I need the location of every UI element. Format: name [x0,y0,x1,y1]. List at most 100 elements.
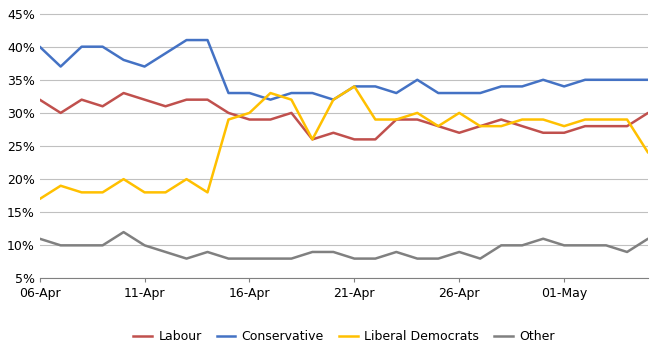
Legend: Labour, Conservative, Liberal Democrats, Other: Labour, Conservative, Liberal Democrats,… [128,326,559,348]
Conservative [204,38,212,42]
Labour [78,97,86,102]
Other [413,256,421,261]
Liberal Democrats [225,117,233,122]
Other [518,243,526,247]
Labour [99,104,107,109]
Liberal Democrats [560,124,568,128]
Liberal Democrats [392,117,400,122]
Conservative [539,78,547,82]
Liberal Democrats [371,117,379,122]
Liberal Democrats [78,190,86,195]
Labour [413,117,421,122]
Labour [267,117,274,122]
Other [162,250,170,254]
Labour [141,97,149,102]
Conservative [560,84,568,89]
Liberal Democrats [120,177,128,181]
Labour [434,124,442,128]
Other [225,256,233,261]
Liberal Democrats [267,91,274,95]
Liberal Democrats [36,197,44,201]
Conservative [225,91,233,95]
Liberal Democrats [162,190,170,195]
Other [350,256,358,261]
Labour [560,131,568,135]
Labour [246,117,253,122]
Other [476,256,484,261]
Conservative [497,84,505,89]
Other [78,243,86,247]
Conservative [413,78,421,82]
Conservative [644,78,652,82]
Labour [539,131,547,135]
Labour [392,117,400,122]
Labour [36,97,44,102]
Labour [602,124,610,128]
Other [434,256,442,261]
Liberal Democrats [350,84,358,89]
Liberal Democrats [476,124,484,128]
Other [267,256,274,261]
Labour [309,137,316,141]
Conservative [476,91,484,95]
Other [539,237,547,241]
Conservative [518,84,526,89]
Labour [581,124,589,128]
Conservative [141,64,149,69]
Liberal Democrats [434,124,442,128]
Other [623,250,631,254]
Other [204,250,212,254]
Labour [120,91,128,95]
Other [392,250,400,254]
Other [644,237,652,241]
Other [581,243,589,247]
Labour [288,111,295,115]
Conservative [288,91,295,95]
Liberal Democrats [644,151,652,155]
Liberal Democrats [204,190,212,195]
Labour [371,137,379,141]
Other [455,250,463,254]
Other [57,243,65,247]
Conservative [246,91,253,95]
Conservative [267,97,274,102]
Other [141,243,149,247]
Liberal Democrats [581,117,589,122]
Liberal Democrats [288,97,295,102]
Conservative [329,97,337,102]
Other [309,250,316,254]
Liberal Democrats [623,117,631,122]
Labour [455,131,463,135]
Conservative [78,45,86,49]
Labour [497,117,505,122]
Liberal Democrats [183,177,191,181]
Conservative [350,84,358,89]
Other [371,256,379,261]
Liberal Democrats [602,117,610,122]
Liberal Democrats [309,137,316,141]
Other [288,256,295,261]
Labour [329,131,337,135]
Other [560,243,568,247]
Conservative [120,58,128,62]
Liberal Democrats [455,111,463,115]
Other [99,243,107,247]
Liberal Democrats [518,117,526,122]
Labour [644,111,652,115]
Conservative [36,45,44,49]
Liberal Democrats [539,117,547,122]
Conservative [602,78,610,82]
Liberal Democrats [57,183,65,188]
Conservative [309,91,316,95]
Labour [183,97,191,102]
Liberal Democrats [413,111,421,115]
Line: Conservative: Conservative [40,40,648,100]
Liberal Democrats [99,190,107,195]
Labour [162,104,170,109]
Conservative [162,51,170,55]
Liberal Democrats [497,124,505,128]
Conservative [581,78,589,82]
Conservative [183,38,191,42]
Line: Liberal Democrats: Liberal Democrats [40,86,648,199]
Labour [476,124,484,128]
